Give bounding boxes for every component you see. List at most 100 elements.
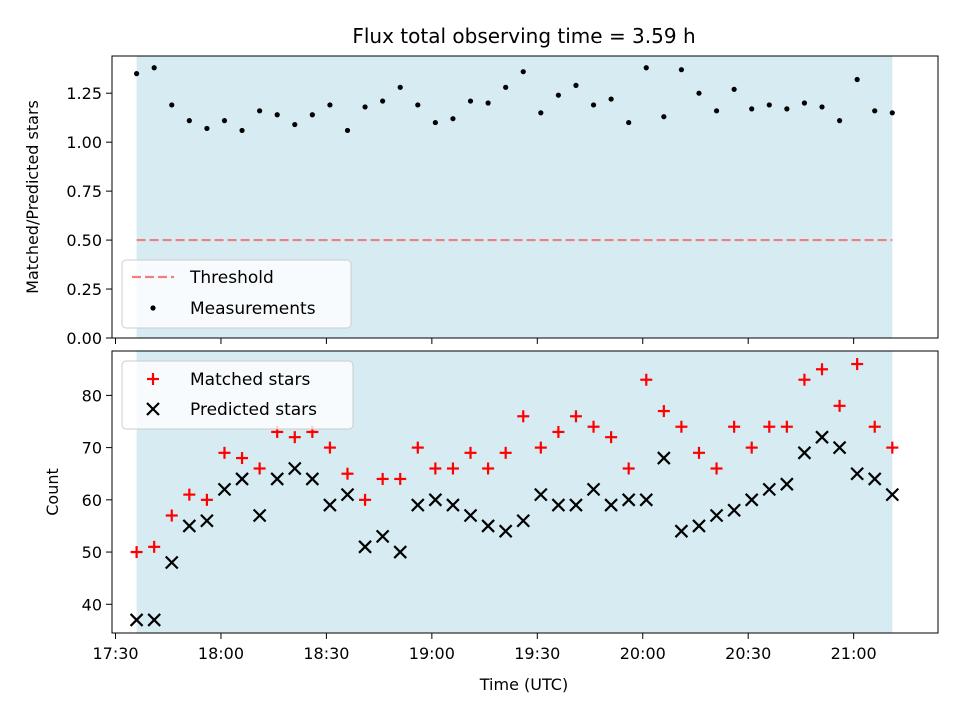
bottom-y-tick-label: 40 [82,595,102,614]
bottom-y-tick-label: 70 [82,439,102,458]
matched-star-point [165,509,178,522]
measurement-point [626,119,632,126]
legend-matched-swatch [147,373,159,385]
top-panel-frame [111,55,939,339]
predicted-star-point [516,513,531,528]
legend-matched-label: Matched stars [190,370,310,390]
measurement-point [731,86,737,92]
top-y-tick-label: 1.00 [66,133,102,152]
measurement-point [573,82,579,88]
measurement-point [854,76,860,83]
measurement-point [661,114,667,120]
matched-star-point [675,420,688,433]
measurement-point [186,118,192,124]
predicted-star-point [305,472,320,486]
bottom-y-tick-label: 60 [82,491,102,510]
predicted-star-point [358,540,372,554]
matched-star-point [587,420,600,433]
measurement-point [872,108,878,114]
predicted-star-point [287,461,302,476]
matched-star-point [288,431,301,444]
matched-star-point [569,410,582,423]
matched-star-point [130,546,143,559]
measurement-points [134,65,895,134]
measurement-point [678,67,685,73]
measurement-point [292,121,298,128]
top-x-ticks [115,338,855,344]
matched-star-point [780,420,793,433]
matched-star-point [464,446,477,459]
measurement-point [309,112,315,118]
top-legend-box [121,259,352,329]
top-y-axis-label: Matched/Predicted stars [23,100,42,294]
measurement-point [362,104,368,110]
matched-star-point [183,488,196,501]
measurement-point [520,69,526,75]
predicted-star-point [147,613,161,627]
matched-star-point [359,493,372,506]
predicted-star-point [780,477,794,491]
bottom-y-tick-label: 80 [82,386,102,405]
measurement-point [819,104,825,110]
predicted-star-point [498,524,513,538]
bottom-y-axis: 40 50 60 70 80 [82,386,112,614]
bottom-panel-frame [111,350,939,634]
matched-star-point [552,425,565,438]
measurement-point [327,102,333,108]
predicted-star-point [217,482,232,497]
x-tick-label: 19:00 [409,644,455,663]
matched-star-point [798,373,811,386]
predicted-star-point [674,524,689,538]
legend-predicted-label: Predicted stars [190,400,317,420]
matched-star-point [499,446,512,459]
x-tick-label: 20:30 [725,644,771,663]
top-y-axis: 0.00 0.25 0.50 0.75 1.00 1.25 [66,84,112,348]
matched-star-point [763,420,776,433]
measurement-point [608,96,614,102]
top-y-tick-label: 0.25 [66,280,102,299]
predicted-star-point [340,487,355,502]
measurement-point [134,71,140,77]
predicted-star-point [534,487,548,502]
measurement-point [344,127,351,134]
bottom-y-tick-label: 50 [82,543,102,562]
measurement-point [485,100,491,106]
measurement-point [239,127,245,134]
x-tick-label: 20:00 [620,644,666,663]
matched-star-point [605,431,618,444]
chart-title: Flux total observing time = 3.59 h [352,24,695,48]
predicted-star-point [639,493,654,507]
measurement-point [450,116,456,122]
predicted-star-point [375,529,390,544]
count-panel: 40 50 60 70 80 17:30 18:00 18:30 19:00 19:30 20:0… [43,350,939,694]
predicted-star-point [586,482,601,497]
measurement-point [713,108,720,114]
predicted-star-point [621,493,636,507]
bottom-y-axis-label: Count [43,468,62,516]
x-axis-label: Time (UTC) [479,675,568,694]
bottom-legend-box [121,360,354,430]
matched-star-point [394,472,407,485]
predicted-star-point [270,472,284,486]
count-points [129,358,900,627]
matched-star-point [710,462,723,475]
measurement-point [221,118,228,124]
predicted-star-point [744,493,759,507]
top-y-tick-label: 0.00 [66,329,102,348]
measurement-point [555,92,561,98]
measurement-point [257,108,263,114]
matched-star-point [323,441,336,454]
matched-star-point [851,358,864,371]
measurement-point [151,65,157,71]
matched-star-point [833,399,846,412]
predicted-star-point [164,555,179,570]
x-tick-label: 18:00 [198,644,244,663]
matched-star-point [341,467,354,480]
ratio-panel: 0.00 0.25 0.50 0.75 1.00 1.25 Matched/Predict… [23,55,939,348]
measurement-point [590,102,597,108]
measurement-point [274,112,280,118]
x-tick-label: 17:30 [92,644,138,663]
measurement-point [204,125,210,132]
measurement-point [169,102,175,108]
